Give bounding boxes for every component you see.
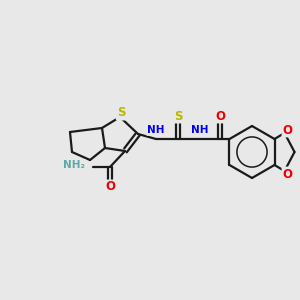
Text: NH₂: NH₂ — [63, 160, 85, 170]
Text: O: O — [283, 167, 292, 181]
Text: O: O — [215, 110, 225, 122]
Text: S: S — [174, 110, 182, 122]
Text: O: O — [105, 181, 115, 194]
Text: S: S — [117, 106, 125, 119]
Text: O: O — [283, 124, 292, 136]
Text: NH: NH — [191, 125, 209, 135]
Text: NH: NH — [147, 125, 165, 135]
